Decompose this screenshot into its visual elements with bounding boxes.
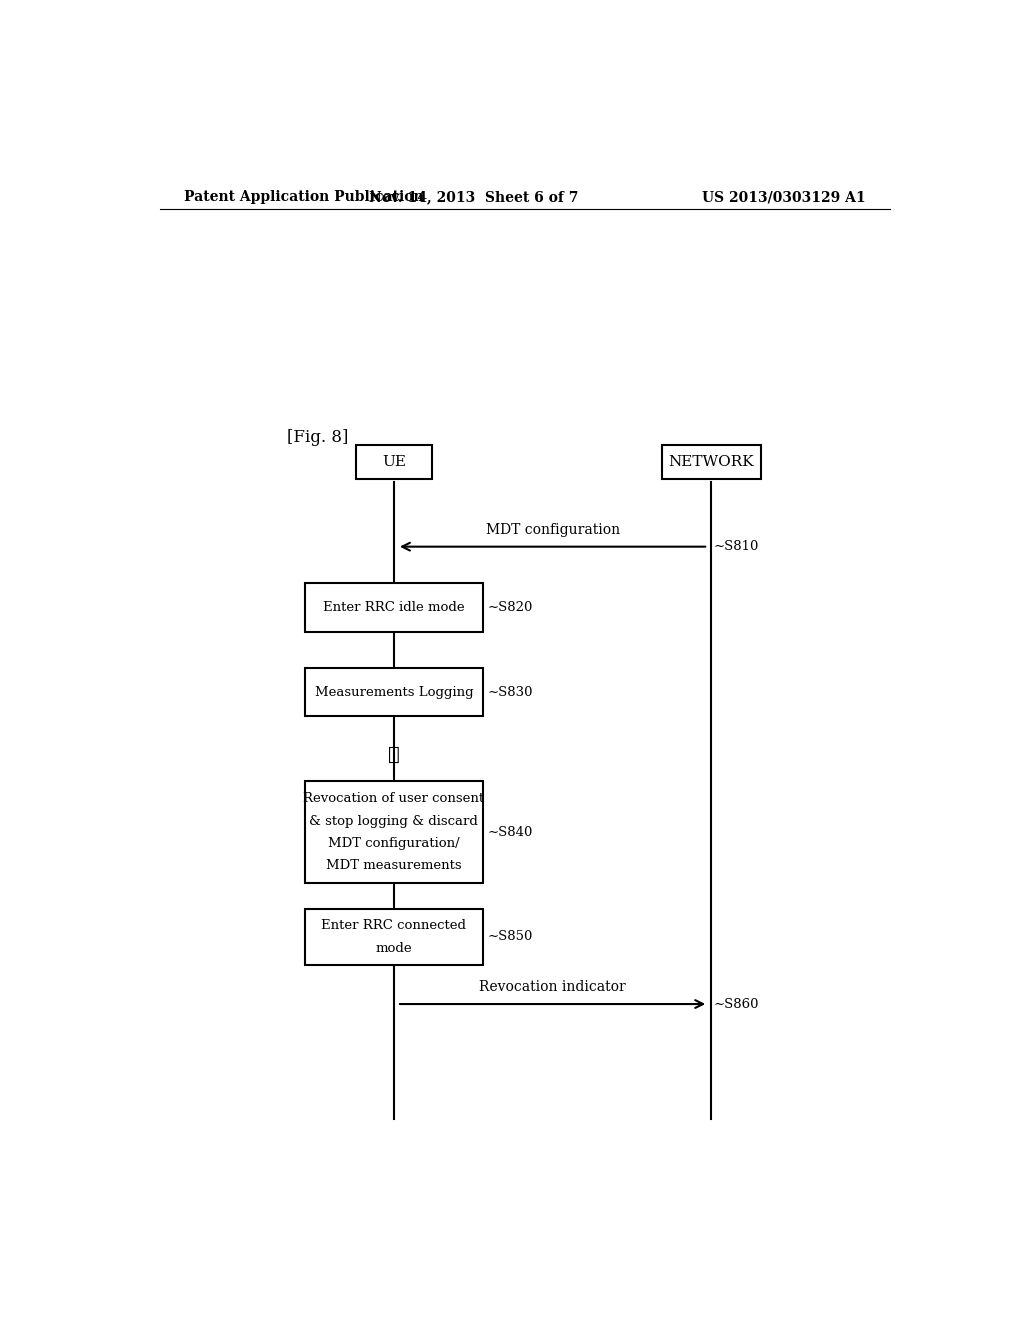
Bar (304, 668, 483, 717)
Text: Revocation of user consent: Revocation of user consent (303, 792, 484, 805)
Text: UE: UE (382, 455, 406, 469)
Text: MDT configuration/: MDT configuration/ (328, 837, 460, 850)
Text: Enter RRC idle mode: Enter RRC idle mode (323, 601, 465, 614)
Bar (356, 445, 431, 479)
Bar (304, 583, 483, 632)
Bar (662, 445, 761, 479)
Text: Revocation indicator: Revocation indicator (479, 979, 626, 994)
Text: & stop logging & discard: & stop logging & discard (309, 814, 478, 828)
Text: ⋮: ⋮ (388, 746, 399, 764)
Text: ∼S830: ∼S830 (487, 685, 532, 698)
Text: MDT configuration: MDT configuration (485, 523, 620, 536)
Text: ∼S820: ∼S820 (487, 601, 532, 614)
Text: US 2013/0303129 A1: US 2013/0303129 A1 (702, 190, 866, 205)
Text: ∼S810: ∼S810 (714, 540, 759, 553)
Text: MDT measurements: MDT measurements (326, 859, 462, 873)
Text: Patent Application Publication: Patent Application Publication (183, 190, 423, 205)
Text: ∼S850: ∼S850 (487, 931, 532, 944)
Text: ∼S840: ∼S840 (487, 826, 532, 838)
Text: mode: mode (376, 941, 413, 954)
Text: Enter RRC connected: Enter RRC connected (322, 919, 466, 932)
Text: [Fig. 8]: [Fig. 8] (287, 429, 348, 446)
Text: Measurements Logging: Measurements Logging (314, 685, 473, 698)
Bar (304, 781, 483, 883)
Text: NETWORK: NETWORK (669, 455, 754, 469)
Text: Nov. 14, 2013  Sheet 6 of 7: Nov. 14, 2013 Sheet 6 of 7 (369, 190, 578, 205)
Text: ∼S860: ∼S860 (714, 998, 759, 1011)
Bar (304, 909, 483, 965)
